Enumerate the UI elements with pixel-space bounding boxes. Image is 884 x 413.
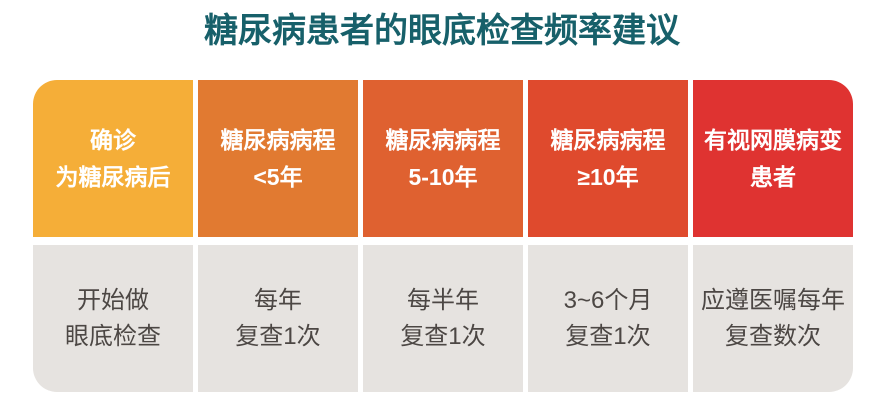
- header-cell-duration-ge-10y: 糖尿病病程 ≥10年: [528, 80, 688, 237]
- page-title: 糖尿病患者的眼底检查频率建议: [204, 12, 680, 50]
- header-cell-after-diagnosis: 确诊 为糖尿病后: [33, 80, 193, 237]
- body-cell-3-6-month-review: 3~6个月 复查1次: [528, 245, 688, 392]
- body-cell-doctor-advice: 应遵医嘱每年 复查数次: [693, 245, 853, 392]
- header-cell-duration-lt-5y: 糖尿病病程 <5年: [198, 80, 358, 237]
- body-cell-start-exam: 开始做 眼底检查: [33, 245, 193, 392]
- body-cell-semiannual-review: 每半年 复查1次: [363, 245, 523, 392]
- header-cell-duration-5-10y: 糖尿病病程 5-10年: [363, 80, 523, 237]
- body-cell-annual-review: 每年 复查1次: [198, 245, 358, 392]
- header-cell-retinopathy: 有视网膜病变 患者: [693, 80, 853, 237]
- recommendation-table: 确诊 为糖尿病后 糖尿病病程 <5年 糖尿病病程 5-10年 糖尿病病程 ≥10…: [33, 80, 853, 392]
